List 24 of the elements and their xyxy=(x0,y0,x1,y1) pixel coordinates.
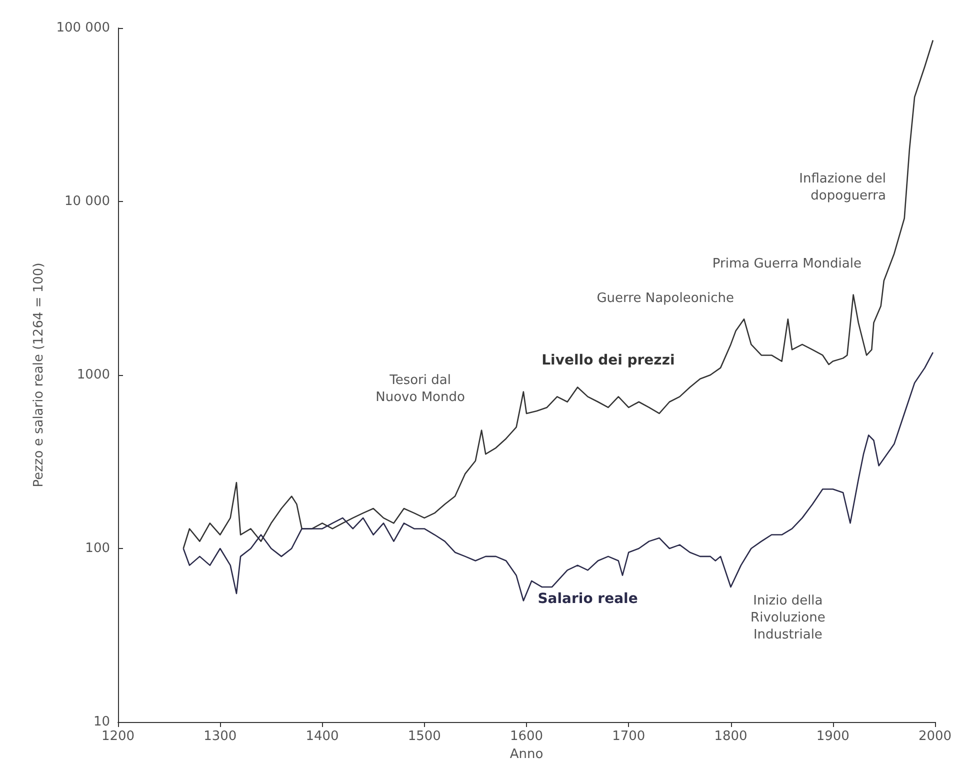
y-tick-label: 10 xyxy=(93,714,110,730)
x-tick-label: 1400 xyxy=(306,729,339,744)
y-tick-label: 100 000 xyxy=(56,20,110,36)
series-label: Salario reale xyxy=(538,591,638,608)
y-tick-label: 10 000 xyxy=(64,194,110,209)
y-tick-label: 1000 xyxy=(76,368,110,382)
annotation: Inflazione del dopoguerra xyxy=(799,172,886,204)
line-series xyxy=(182,40,934,550)
x-tick-label: 1900 xyxy=(816,729,850,744)
x-tick-label: 1600 xyxy=(510,729,544,744)
annotation: Guerre Napoleoniche xyxy=(596,291,734,306)
x-tick-label: 1800 xyxy=(714,729,748,744)
annotation: Inizio della Rivoluzione Industriale xyxy=(750,593,826,642)
y-axis-title: Pezzo e salario reale (1264 = 100) xyxy=(31,262,46,488)
y-tick-label: 100 xyxy=(85,541,110,556)
annotation: Tesori dal Nuovo Mondo xyxy=(376,372,465,405)
x-tick-label: 1500 xyxy=(408,729,441,744)
x-tick-label: 2000 xyxy=(918,729,952,744)
series-label: Livello dei prezzi xyxy=(542,352,675,368)
x-axis-title: Anno xyxy=(510,746,544,762)
x-tick-label: 1300 xyxy=(204,729,237,744)
annotation: Prima Guerra Mondiale xyxy=(712,256,862,272)
x-tick-label: 1700 xyxy=(612,729,646,744)
x-tick-label: 1200 xyxy=(101,729,135,744)
